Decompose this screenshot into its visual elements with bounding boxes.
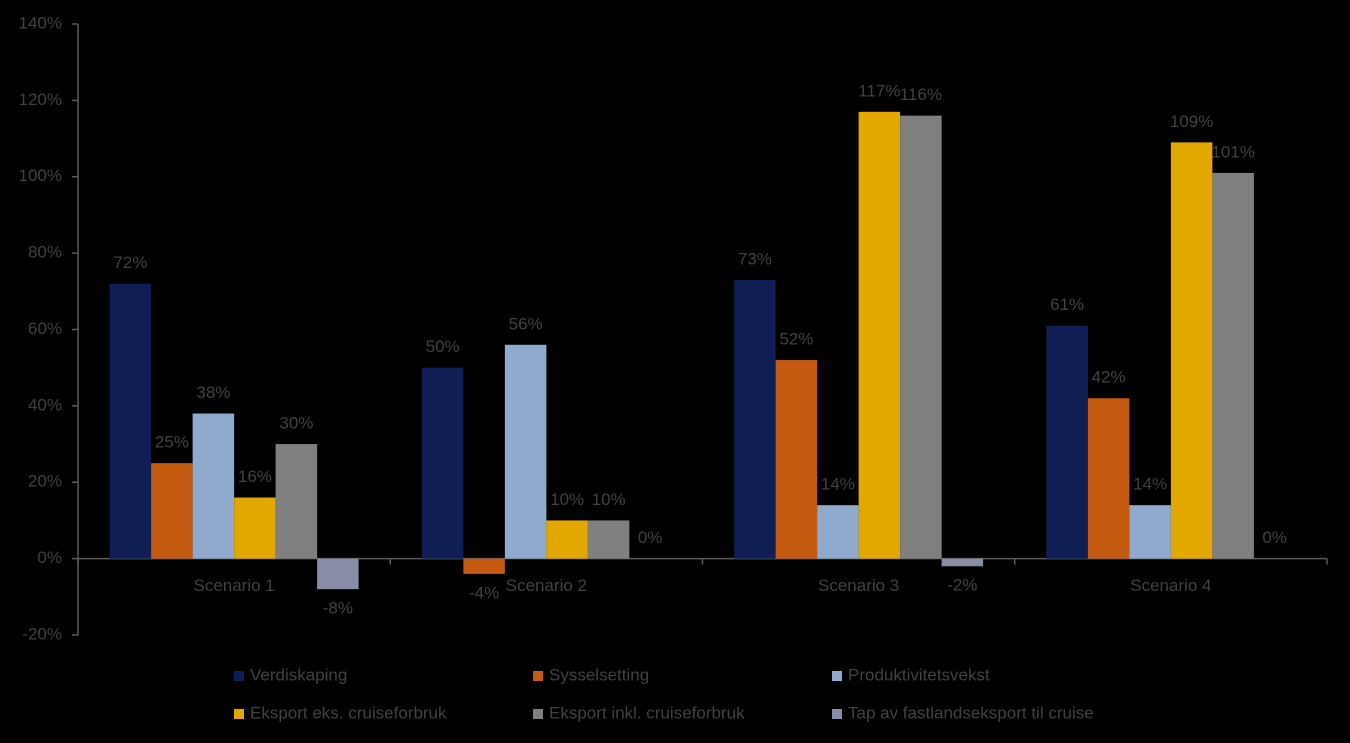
- bar: [1212, 172, 1254, 559]
- data-label: 101%: [1211, 142, 1254, 161]
- data-label: 38%: [196, 383, 230, 402]
- bar: [109, 283, 152, 559]
- data-label: 61%: [1050, 295, 1084, 314]
- data-label: -8%: [323, 599, 353, 618]
- data-label: 0%: [638, 528, 663, 547]
- bar: [1129, 505, 1171, 559]
- bar: [504, 344, 547, 559]
- data-label: 14%: [821, 475, 855, 494]
- bar: [587, 520, 630, 559]
- bar: [1170, 142, 1213, 559]
- legend-label: Tap av fastlandseksport til cruise: [848, 703, 1094, 722]
- bar: [1046, 325, 1088, 559]
- data-label: 56%: [509, 314, 543, 333]
- data-label: 30%: [279, 414, 313, 433]
- legend-swatch: [234, 709, 244, 719]
- bar: [900, 115, 942, 559]
- y-tick-label: 0%: [37, 548, 62, 567]
- y-tick-label: 60%: [28, 319, 62, 338]
- data-label: 109%: [1170, 112, 1213, 131]
- data-label: 117%: [858, 81, 900, 100]
- y-tick-label: 100%: [19, 166, 62, 185]
- data-label: -2%: [947, 576, 977, 595]
- x-tick-label: Scenario 4: [1130, 576, 1211, 595]
- data-label: 116%: [900, 85, 942, 104]
- data-label: 14%: [1133, 475, 1167, 494]
- legend-swatch: [832, 671, 842, 681]
- legend-label: Eksport inkl. cruiseforbruk: [549, 703, 745, 722]
- y-tick-label: 20%: [28, 472, 62, 491]
- bar: [858, 111, 901, 559]
- bar: [463, 558, 505, 574]
- legend-label: Verdiskaping: [250, 665, 347, 684]
- x-tick-label: Scenario 2: [506, 576, 587, 595]
- bar: [275, 444, 318, 559]
- data-label: 10%: [592, 490, 626, 509]
- bar: [151, 463, 193, 559]
- data-label: 25%: [155, 433, 189, 452]
- data-label: 73%: [738, 249, 772, 268]
- y-tick-label: 40%: [28, 395, 62, 414]
- data-label: 0%: [1262, 528, 1287, 547]
- legend-swatch: [533, 671, 543, 681]
- legend-label: Sysselsetting: [549, 665, 649, 684]
- bar: [941, 558, 984, 567]
- y-tick-label: 80%: [28, 243, 62, 262]
- y-tick-label: 140%: [19, 13, 62, 32]
- data-label: 10%: [550, 490, 584, 509]
- bar: [546, 520, 588, 559]
- legend-swatch: [234, 671, 244, 681]
- legend-label: Eksport eks. cruiseforbruk: [250, 703, 447, 722]
- x-tick-label: Scenario 1: [193, 576, 274, 595]
- bar: [817, 505, 859, 559]
- bar: [421, 367, 464, 559]
- data-label: 50%: [426, 337, 460, 356]
- data-label: 72%: [113, 253, 147, 272]
- data-label: 42%: [1092, 368, 1126, 387]
- bar: [234, 497, 276, 559]
- bar: [1087, 398, 1130, 559]
- bar: [734, 279, 776, 559]
- x-tick-label: Scenario 3: [818, 576, 899, 595]
- y-tick-label: 120%: [19, 90, 62, 109]
- bar: [192, 413, 235, 559]
- bar: [317, 558, 359, 590]
- bar: [775, 360, 818, 559]
- data-label: 16%: [238, 467, 272, 486]
- y-tick-label: -20%: [22, 624, 62, 643]
- data-label: -4%: [469, 583, 499, 602]
- legend-swatch: [533, 709, 543, 719]
- data-label: 52%: [779, 330, 813, 349]
- legend-label: Produktivitetsvekst: [848, 665, 990, 684]
- legend-swatch: [832, 709, 842, 719]
